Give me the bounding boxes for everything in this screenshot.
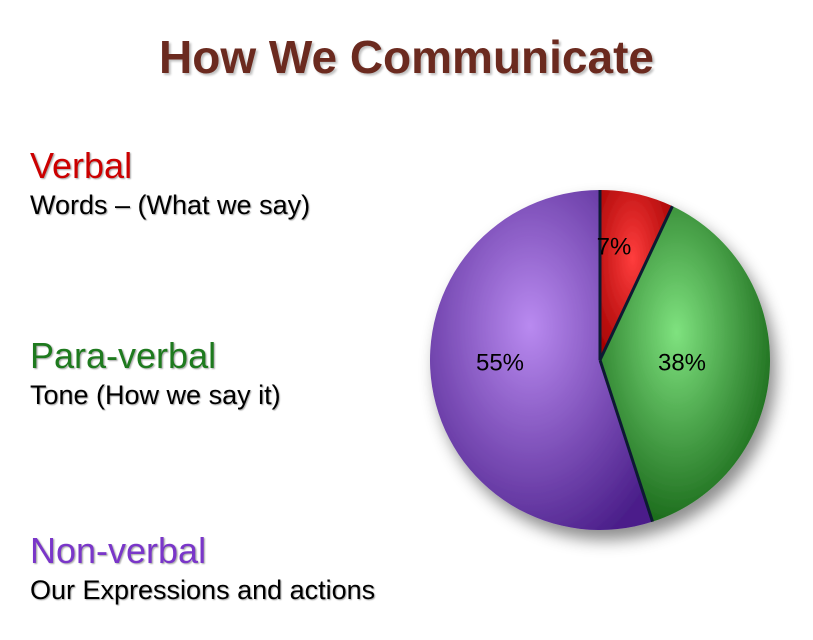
section-sub-paraverbal: Tone (How we say it) <box>30 380 281 411</box>
pie-label-non-verbal: 55% <box>476 349 524 376</box>
pie-chart: 7% 38% 55% <box>400 160 800 565</box>
pie-svg: 7% 38% 55% <box>400 160 800 560</box>
page-title: How We Communicate <box>0 30 813 84</box>
pie-label-para-verbal: 38% <box>658 349 706 376</box>
section-head-paraverbal: Para-verbal <box>30 335 216 377</box>
section-head-nonverbal: Non-verbal <box>30 530 206 572</box>
section-sub-nonverbal: Our Expressions and actions <box>30 575 375 606</box>
pie-label-verbal: 7% <box>597 233 632 260</box>
section-head-verbal: Verbal <box>30 145 132 187</box>
section-sub-verbal: Words – (What we say) <box>30 190 310 221</box>
